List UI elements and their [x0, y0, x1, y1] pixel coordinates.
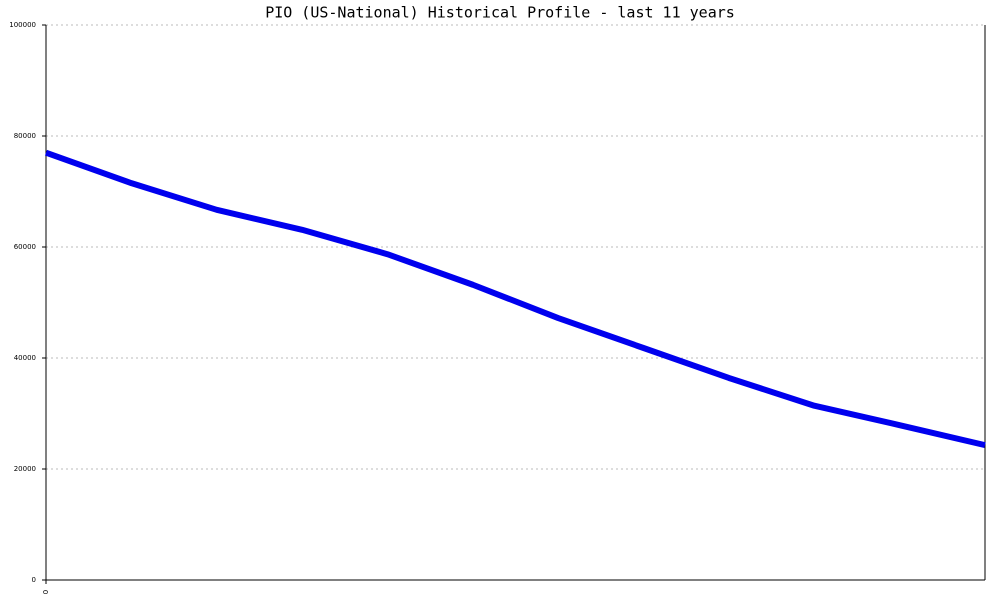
y-tick-label: 100000: [9, 21, 36, 29]
y-tick-label: 60000: [14, 243, 36, 251]
y-tick-label: 20000: [14, 465, 36, 473]
y-tick-label: 40000: [14, 354, 36, 362]
x-tick-label: 0: [42, 590, 50, 594]
chart-title: PIO (US-National) Historical Profile - l…: [265, 4, 735, 22]
data-line: [44, 149, 986, 449]
y-tick-label: 80000: [14, 132, 36, 140]
y-tick-label: 0: [32, 576, 36, 584]
